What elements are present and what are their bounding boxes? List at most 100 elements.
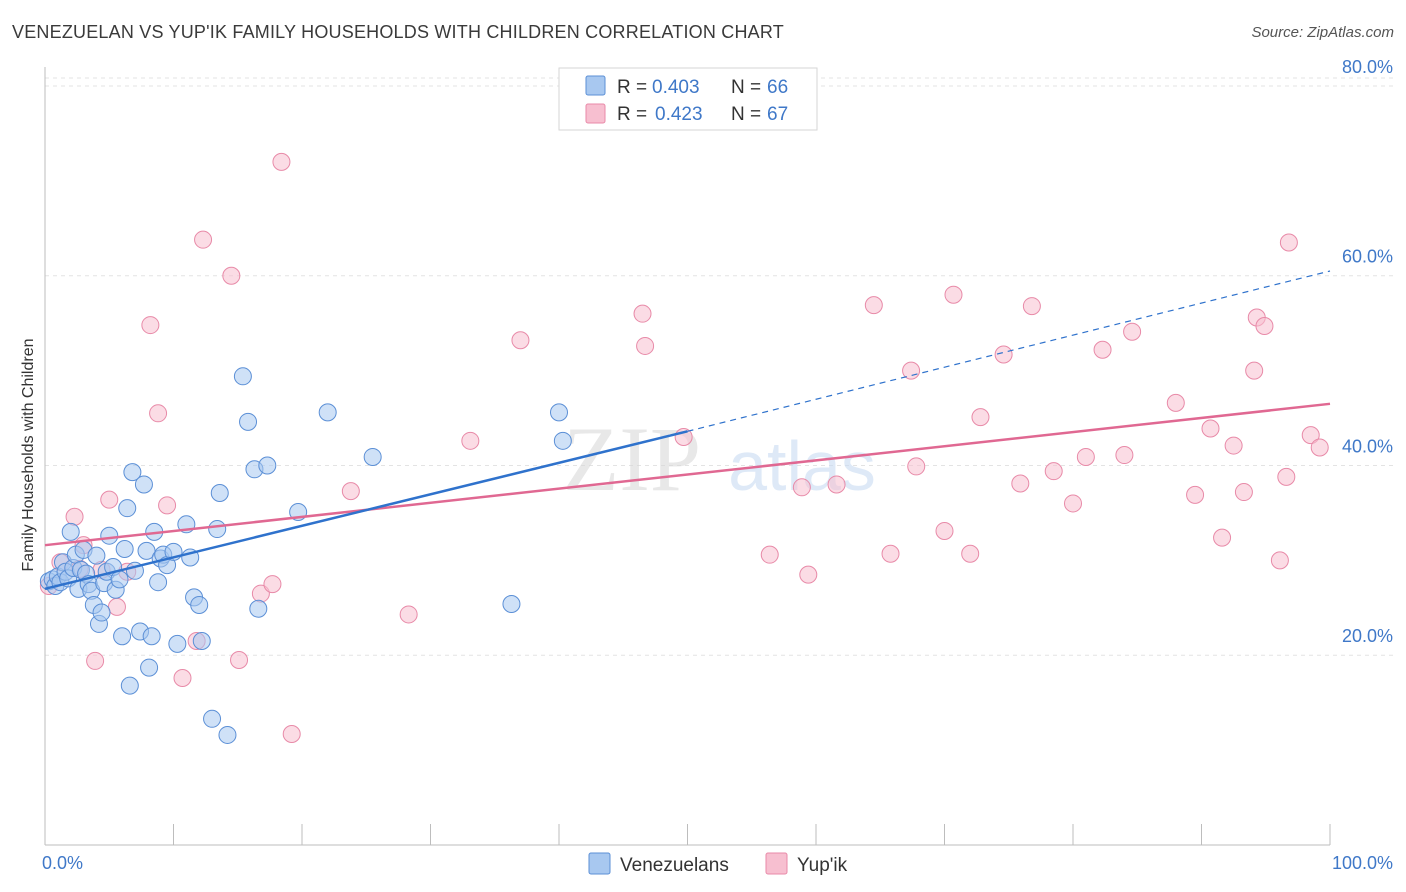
venezuelan-point (113, 627, 132, 646)
legend-n-value-2: 67 (767, 104, 788, 125)
venezuelan-trend-line (44, 430, 688, 591)
yupik-point (944, 285, 963, 304)
venezuelan-point (208, 520, 227, 539)
venezuelan-point (239, 412, 258, 431)
yupik-point (907, 457, 926, 476)
legend-n-label-1: N = (731, 77, 761, 98)
bottom-legend-swatch-yupik (765, 852, 788, 875)
yupik-point (272, 152, 291, 171)
yupik-point (1201, 419, 1220, 438)
venezuelan-point (123, 463, 142, 482)
legend: R = 0.403 N = 66 R = 0.423 N = 67 (558, 67, 818, 131)
legend-r-value-1: 0.403 (652, 77, 700, 98)
yupik-point (1279, 233, 1298, 252)
yupik-point (230, 650, 249, 669)
venezuelan-trend-extension (687, 270, 1331, 432)
x-tick-label-min: 0.0% (42, 853, 83, 873)
venezuelan-point (100, 526, 119, 545)
venezuelan-point (87, 546, 106, 565)
venezuelan-point (233, 367, 252, 386)
x-tick-label-max: 100.0% (1332, 853, 1393, 873)
bottom-legend-label-venezuelans: Venezuelans (620, 855, 729, 876)
yupik-point (792, 478, 811, 497)
yupik-point (994, 345, 1013, 364)
venezuelan-point (203, 709, 222, 728)
data-points (39, 152, 1329, 744)
grid-lines (45, 77, 1393, 656)
yupik-point (1213, 528, 1232, 547)
venezuelan-point (192, 632, 211, 651)
venezuelan-point (118, 499, 137, 518)
yupik-point (263, 575, 282, 594)
yupik-point (760, 545, 779, 564)
venezuelan-point (120, 676, 139, 695)
y-tick-label: 60.0% (1342, 247, 1393, 267)
yupik-point (1310, 438, 1329, 457)
yupik-point (1301, 426, 1320, 445)
yupik-point (399, 605, 418, 624)
yupik-point (1022, 297, 1041, 316)
yupik-point (633, 304, 652, 323)
yupik-point (827, 475, 846, 494)
y-tick-label: 20.0% (1342, 626, 1393, 646)
axes: 20.0% 40.0% 60.0% 80.0% 0.0% 100.0% (42, 57, 1393, 873)
chart-source: Source: ZipAtlas.com (1251, 24, 1394, 41)
watermark-zip: ZIP (563, 408, 701, 510)
yupik-point (1255, 317, 1274, 336)
venezuelan-point (110, 570, 129, 589)
bottom-legend-label-yupik: Yup'ik (797, 855, 848, 876)
yupik-point (173, 669, 192, 688)
yupik-point (971, 408, 990, 427)
venezuelan-point (318, 403, 337, 422)
yupik-point (864, 296, 883, 315)
yupik-point (1245, 361, 1264, 380)
yupik-point (107, 597, 126, 616)
yupik-point (282, 724, 301, 743)
yupik-point (1270, 551, 1289, 570)
yupik-point (65, 507, 84, 526)
venezuelan-point (140, 658, 159, 677)
yupik-point (194, 230, 213, 249)
yupik-point (341, 482, 360, 501)
yupik-point (1076, 447, 1095, 466)
yupik-point (799, 565, 818, 584)
venezuelan-point (190, 595, 209, 614)
yupik-point (461, 431, 480, 450)
yupik-point (1123, 322, 1142, 341)
venezuelan-point (137, 541, 156, 560)
venezuelan-point (363, 447, 382, 466)
yupik-point (1064, 494, 1082, 513)
yupik-point (636, 336, 655, 355)
y-tick-label: 40.0% (1342, 436, 1393, 456)
y-tick-label: 80.0% (1342, 57, 1393, 77)
venezuelan-point (168, 634, 187, 653)
yupik-point (1044, 462, 1063, 481)
yupik-point (935, 521, 954, 540)
yupik-point (86, 651, 105, 670)
venezuelan-point (502, 595, 521, 614)
yupik-point (149, 404, 168, 423)
legend-swatch-venezuelans (585, 75, 606, 96)
yupik-point (1224, 436, 1243, 455)
yupik-point (1093, 340, 1112, 359)
venezuelan-point (115, 539, 134, 558)
yupik-point (881, 544, 900, 563)
legend-r-label-1: R = (617, 77, 647, 98)
venezuelan-point (258, 456, 277, 475)
yupik-point (961, 544, 980, 563)
legend-n-label-2: N = (731, 104, 761, 125)
yupik-point (141, 316, 160, 335)
legend-swatch-yupik (585, 103, 606, 124)
yupik-point (100, 490, 119, 509)
venezuelan-point (553, 431, 572, 450)
venezuelan-point (550, 403, 568, 422)
venezuelan-point (249, 599, 268, 618)
yupik-point (1234, 483, 1253, 502)
yupik-point (222, 266, 241, 285)
venezuelan-point (218, 725, 237, 744)
yupik-point (1166, 393, 1185, 412)
watermark: ZIP atlas (563, 408, 876, 510)
chart-title: VENEZUELAN VS YUP'IK FAMILY HOUSEHOLDS W… (12, 22, 784, 42)
venezuelan-point (149, 573, 168, 592)
